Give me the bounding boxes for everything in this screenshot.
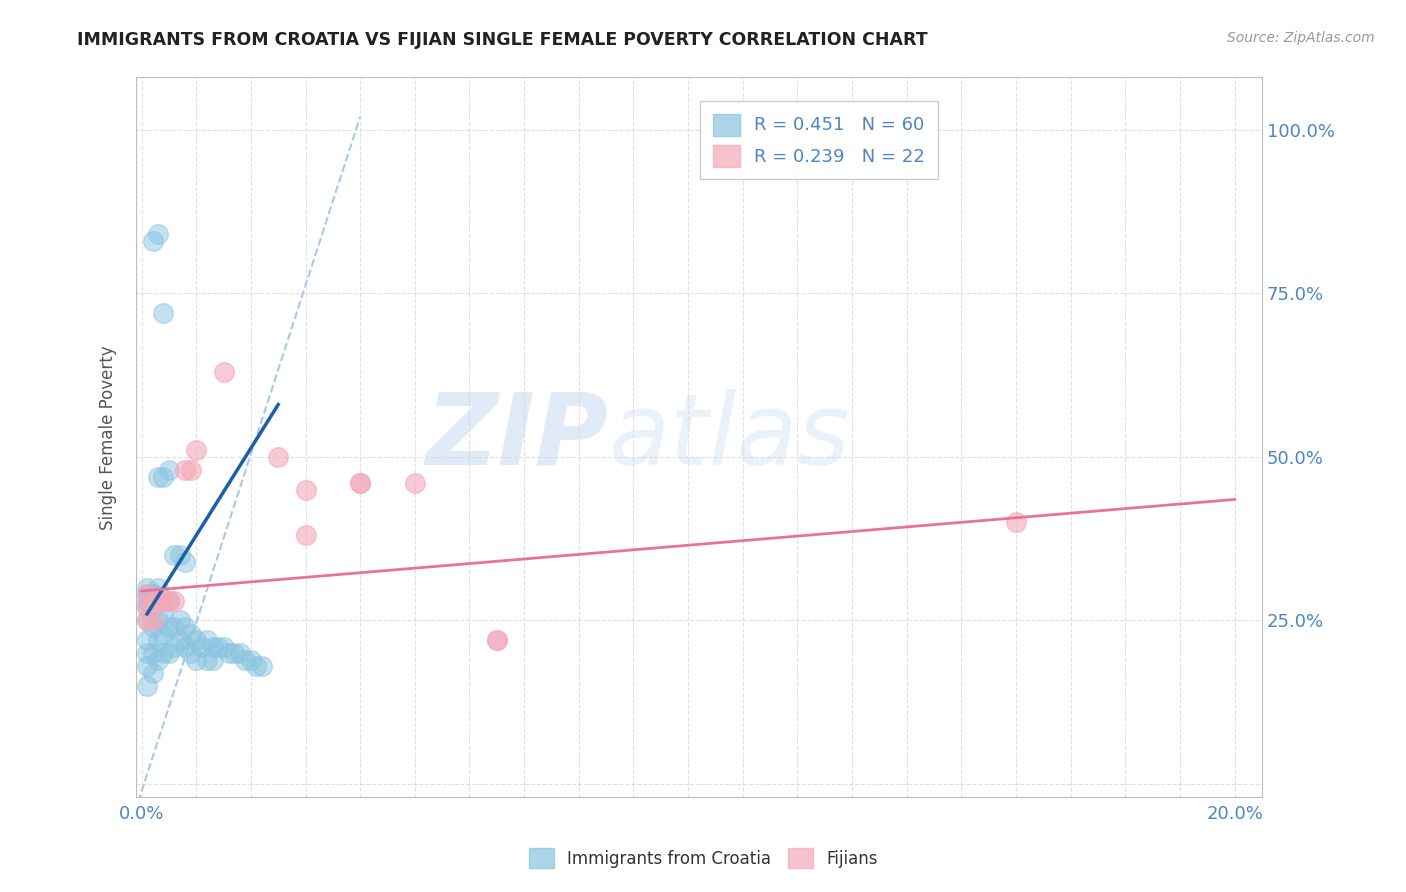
Legend: Immigrants from Croatia, Fijians: Immigrants from Croatia, Fijians — [520, 839, 886, 877]
Point — [163, 640, 186, 654]
Point — [136, 600, 159, 615]
Point — [141, 600, 163, 615]
Text: atlas: atlas — [609, 389, 851, 486]
Point — [349, 476, 371, 491]
Point — [157, 620, 180, 634]
Point — [294, 528, 316, 542]
Point — [180, 463, 202, 477]
Point — [485, 633, 508, 648]
Point — [174, 463, 197, 477]
Text: IMMIGRANTS FROM CROATIA VS FIJIAN SINGLE FEMALE POVERTY CORRELATION CHART: IMMIGRANTS FROM CROATIA VS FIJIAN SINGLE… — [77, 31, 928, 49]
Point — [136, 633, 159, 648]
Point — [152, 594, 174, 608]
Point — [212, 365, 235, 379]
Point — [141, 614, 163, 628]
Point — [146, 594, 169, 608]
Point — [157, 646, 180, 660]
Point — [146, 653, 169, 667]
Point — [136, 594, 159, 608]
Point — [141, 594, 163, 608]
Point — [404, 476, 426, 491]
Point — [136, 614, 159, 628]
Point — [174, 555, 197, 569]
Point — [250, 659, 273, 673]
Point — [146, 469, 169, 483]
Point — [152, 646, 174, 660]
Point — [157, 463, 180, 477]
Point — [239, 653, 262, 667]
Point — [294, 483, 316, 497]
Legend: R = 0.451   N = 60, R = 0.239   N = 22: R = 0.451 N = 60, R = 0.239 N = 22 — [700, 101, 938, 179]
Point — [141, 620, 163, 634]
Point — [146, 227, 169, 242]
Point — [152, 469, 174, 483]
Point — [245, 659, 267, 673]
Point — [146, 594, 169, 608]
Point — [218, 646, 240, 660]
Point — [146, 614, 169, 628]
Point — [190, 640, 212, 654]
Point — [186, 443, 208, 458]
Point — [146, 581, 169, 595]
Text: Source: ZipAtlas.com: Source: ZipAtlas.com — [1227, 31, 1375, 45]
Point — [141, 587, 163, 601]
Point — [136, 679, 159, 693]
Point — [201, 640, 224, 654]
Point — [1005, 516, 1028, 530]
Text: ZIP: ZIP — [426, 389, 609, 486]
Point — [186, 653, 208, 667]
Point — [169, 548, 191, 562]
Point — [169, 614, 191, 628]
Point — [141, 587, 163, 601]
Point — [235, 653, 257, 667]
Point — [169, 633, 191, 648]
Point — [485, 633, 508, 648]
Point — [136, 581, 159, 595]
Point — [152, 306, 174, 320]
Point — [163, 548, 186, 562]
Point — [141, 234, 163, 248]
Point — [141, 646, 163, 660]
Point — [174, 620, 197, 634]
Point — [136, 614, 159, 628]
Y-axis label: Single Female Poverty: Single Female Poverty — [100, 345, 117, 530]
Point — [224, 646, 246, 660]
Point — [136, 587, 159, 601]
Point — [136, 600, 159, 615]
Point — [212, 640, 235, 654]
Point — [180, 626, 202, 640]
Point — [180, 646, 202, 660]
Point — [195, 633, 218, 648]
Point — [163, 620, 186, 634]
Point — [174, 640, 197, 654]
Point — [136, 587, 159, 601]
Point — [141, 665, 163, 680]
Point — [163, 594, 186, 608]
Point — [152, 607, 174, 621]
Point — [186, 633, 208, 648]
Point — [201, 653, 224, 667]
Point — [157, 594, 180, 608]
Point — [157, 594, 180, 608]
Point — [207, 640, 229, 654]
Point — [146, 633, 169, 648]
Point — [195, 653, 218, 667]
Point — [136, 659, 159, 673]
Point — [349, 476, 371, 491]
Point — [136, 646, 159, 660]
Point — [229, 646, 252, 660]
Point — [267, 450, 290, 464]
Point — [152, 626, 174, 640]
